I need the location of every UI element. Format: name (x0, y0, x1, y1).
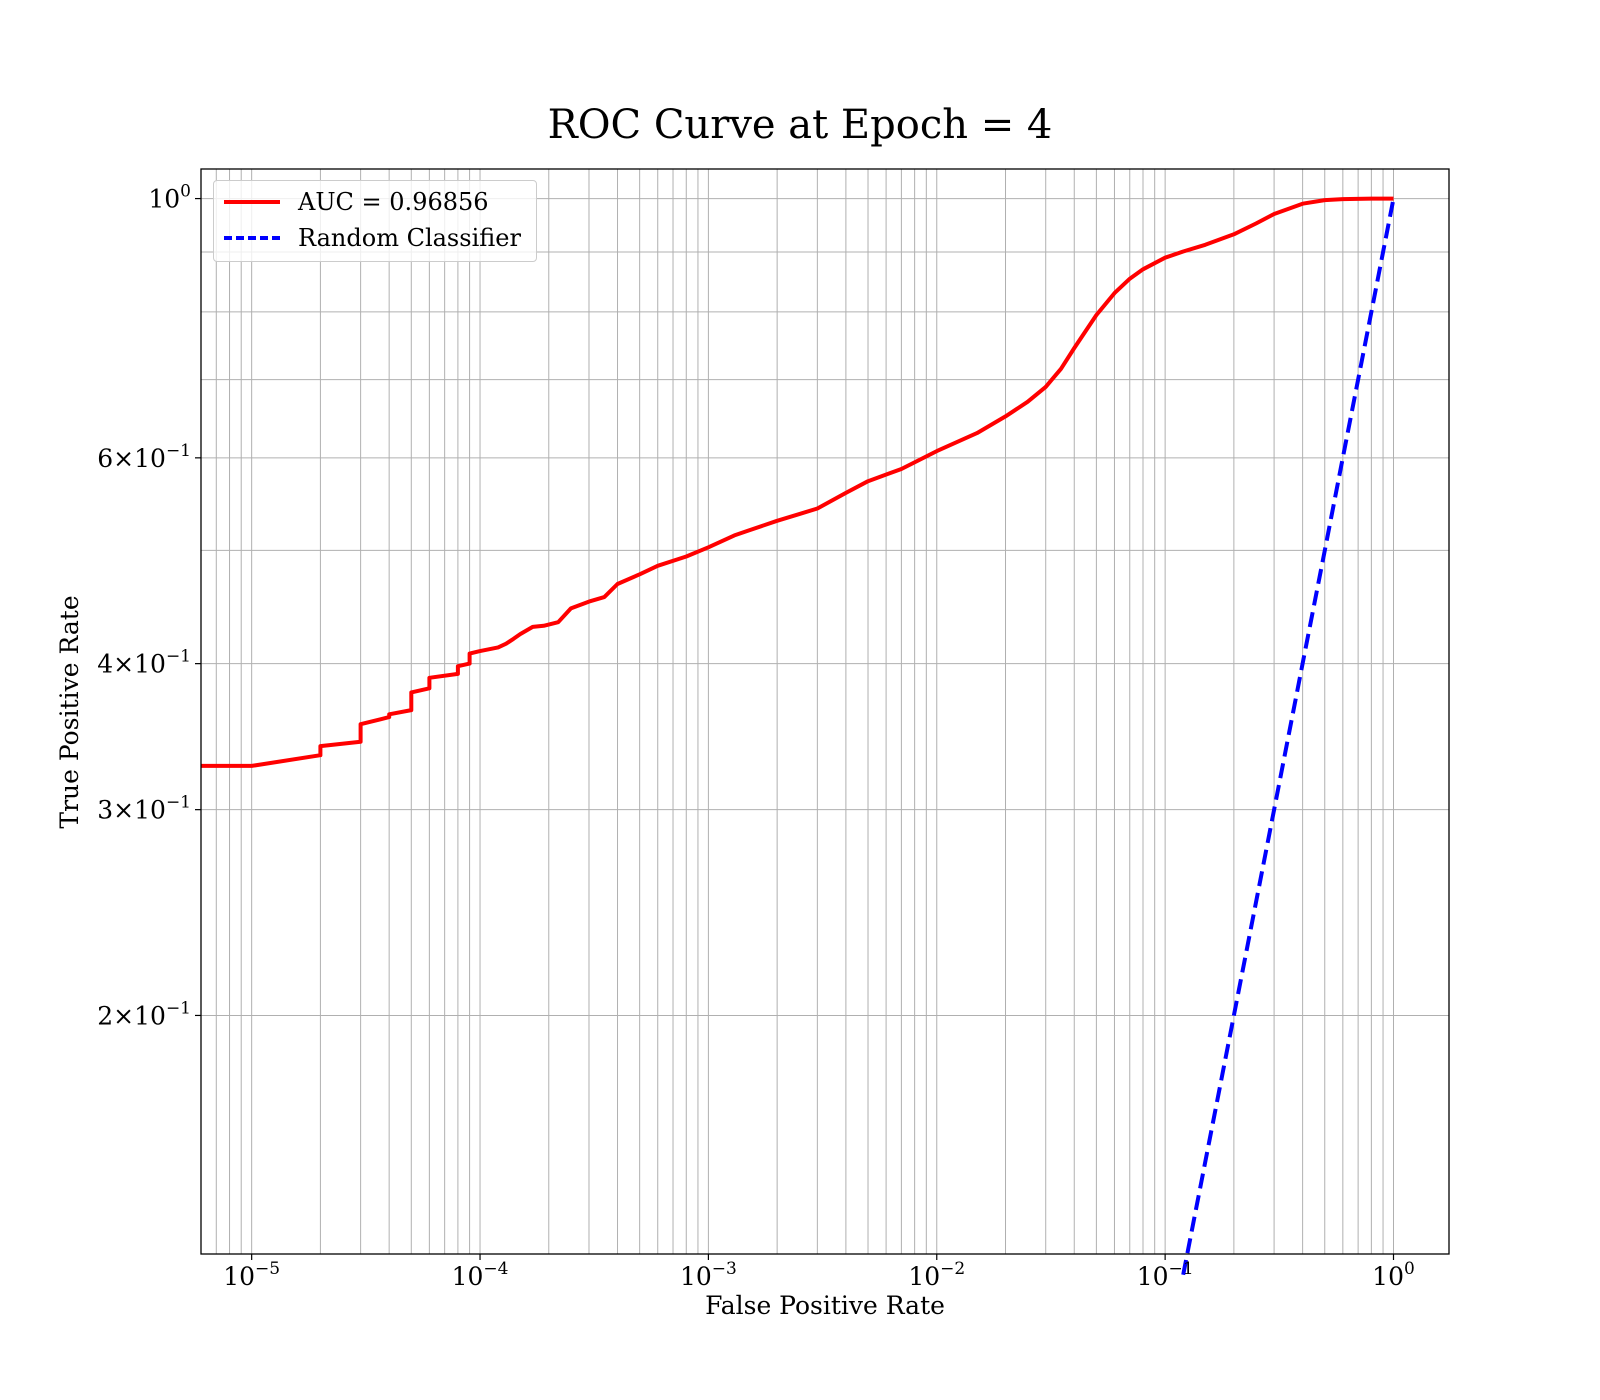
y-axis-ticks: 100 6×10−1 4×10−1 3×10−1 2×10−1 (97, 182, 201, 1030)
x-tick-label: 10−2 (908, 1259, 965, 1291)
plot-frame (200, 168, 1450, 1255)
y-tick-label: 3×10−1 (97, 793, 191, 825)
y-axis-label: True Positive Rate (55, 595, 84, 828)
y-tick-label: 2×10−1 (97, 998, 191, 1030)
y-tick-label: 6×10−1 (97, 441, 191, 473)
legend-label-auc: AUC = 0.96856 (298, 188, 489, 216)
x-axis-ticks: 10−5 10−4 10−3 10−2 10−1 100 (223, 1254, 1415, 1291)
x-tick-label: 10−3 (680, 1259, 737, 1291)
legend: AUC = 0.96856 Random Classifier (213, 180, 537, 262)
x-axis-label: False Positive Rate (705, 1291, 945, 1320)
x-tick-label: 100 (1372, 1259, 1415, 1291)
y-tick-label: 100 (148, 182, 191, 214)
chart-title: ROC Curve at Epoch = 4 (547, 102, 1053, 148)
legend-line-solid-red (224, 200, 280, 204)
y-tick-label: 4×10−1 (97, 647, 191, 679)
x-tick-label: 10−5 (223, 1259, 280, 1291)
legend-label-random: Random Classifier (298, 224, 521, 252)
x-tick-label: 10−4 (452, 1259, 509, 1291)
series-layer (201, 196, 1396, 1276)
legend-entry-random: Random Classifier (224, 223, 521, 253)
legend-entry-auc: AUC = 0.96856 (224, 187, 489, 217)
roc-curve-line (201, 196, 1394, 768)
random-classifier-line (1181, 198, 1396, 1276)
grid-lines (200, 169, 1449, 1254)
x-tick-label: 10−1 (1137, 1259, 1194, 1291)
legend-line-dashed-blue (224, 236, 280, 240)
